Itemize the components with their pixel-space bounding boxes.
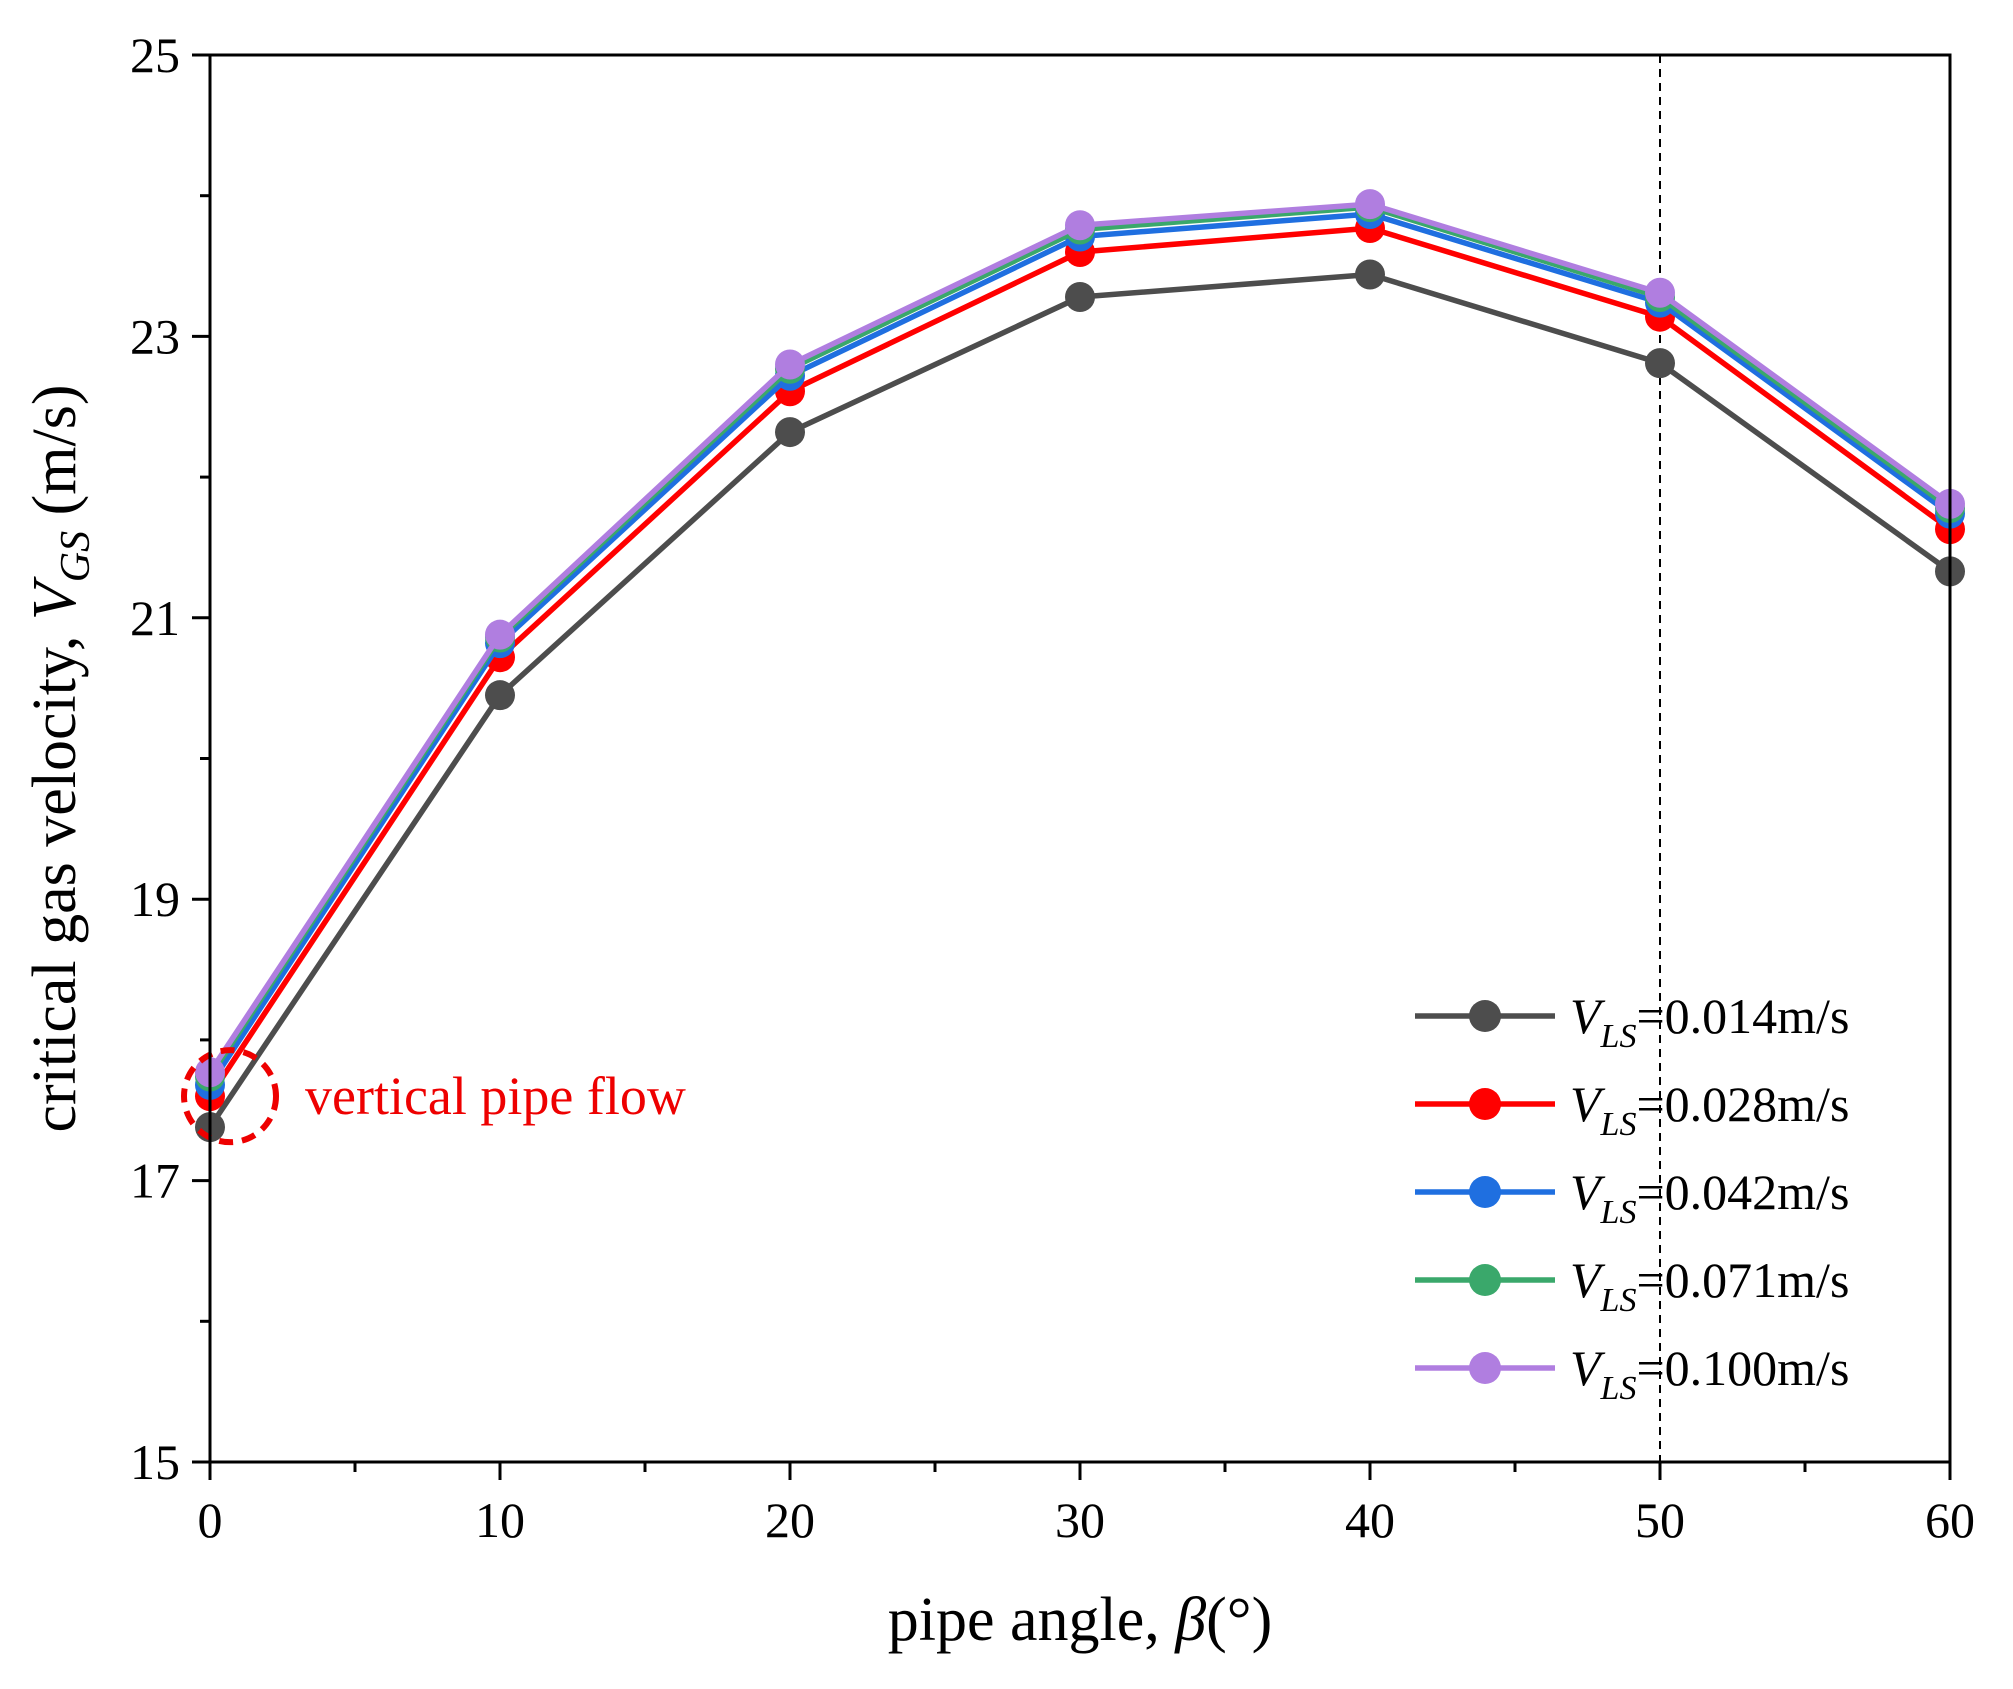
y-axis-label-subscript: GS <box>53 531 99 582</box>
legend-subscript-3: LS <box>1600 1194 1637 1231</box>
legend-item-1: VLS=0.014m/s <box>1415 988 1849 1055</box>
data-point-s1-x40 <box>1355 259 1385 290</box>
y-tick-label-19: 19 <box>130 871 180 927</box>
x-tick-label-0: 0 <box>198 1492 223 1548</box>
data-point-s1-x50 <box>1645 348 1675 379</box>
legend-marker-5 <box>1469 1352 1501 1384</box>
legend-symbol-5: V <box>1570 1340 1606 1396</box>
legend-symbol-4: V <box>1570 1252 1606 1308</box>
y-tick-label-21: 21 <box>130 590 180 646</box>
data-point-s5-x20 <box>775 349 805 380</box>
x-axis-label: pipe angle, β(°) <box>888 1586 1273 1654</box>
legend-value-3: =0.042m/s <box>1636 1164 1849 1220</box>
y-tick-label-25: 25 <box>130 27 180 83</box>
data-point-s1-x20 <box>775 417 805 448</box>
annotation-text: vertical pipe flow <box>305 1066 686 1126</box>
x-axis-label-main: pipe angle, <box>888 1586 1176 1654</box>
axis-label-layer: pipe angle, β(°) critical gas velocity, V… <box>21 384 1272 1654</box>
x-tick-label-40: 40 <box>1345 1492 1395 1548</box>
legend-value-1: =0.014m/s <box>1636 988 1849 1044</box>
legend-subscript-2: LS <box>1600 1106 1637 1143</box>
y-axis-label-unit: (m/s) <box>21 384 89 530</box>
legend-item-4: VLS=0.071m/s <box>1415 1252 1849 1319</box>
legend-item-5: VLS=0.100m/s <box>1415 1340 1849 1407</box>
legend-subscript-1: LS <box>1600 1018 1637 1055</box>
y-tick-label-17: 17 <box>130 1153 180 1209</box>
data-point-s1-x10 <box>485 680 515 711</box>
data-point-s5-x40 <box>1355 189 1385 220</box>
data-point-s5-x30 <box>1065 210 1095 241</box>
legend-label-4: VLS=0.071m/s <box>1570 1252 1849 1319</box>
data-point-s5-x50 <box>1645 277 1675 308</box>
legend-value-4: =0.071m/s <box>1636 1252 1849 1308</box>
legend-symbol-3: V <box>1570 1164 1606 1220</box>
tick-layer: 0 10 20 30 40 50 60 15 17 19 21 23 25 <box>130 27 1975 1548</box>
legend-symbol-2: V <box>1570 1076 1606 1132</box>
legend-label-1: VLS=0.014m/s <box>1570 988 1849 1055</box>
series-1 <box>195 259 1965 1143</box>
x-tick-label-30: 30 <box>1055 1492 1105 1548</box>
legend-label-2: VLS=0.028m/s <box>1570 1076 1849 1143</box>
y-axis-label-main: critical gas velocity, <box>21 620 89 1132</box>
series-layer <box>195 189 1965 1143</box>
legend-marker-3 <box>1469 1176 1501 1208</box>
data-point-s1-x30 <box>1065 282 1095 313</box>
annotation-circle <box>181 1047 279 1146</box>
series-5 <box>195 189 1965 1088</box>
x-axis-label-unit: (°) <box>1206 1586 1272 1654</box>
x-axis-label-symbol: β <box>1174 1586 1206 1654</box>
legend-marker-2 <box>1469 1088 1501 1120</box>
legend-label-5: VLS=0.100m/s <box>1570 1340 1849 1407</box>
x-tick-label-10: 10 <box>475 1492 525 1548</box>
legend-value-2: =0.028m/s <box>1636 1076 1849 1132</box>
legend-symbol-1: V <box>1570 988 1606 1044</box>
legend-marker-4 <box>1469 1264 1501 1296</box>
x-tick-label-60: 60 <box>1925 1492 1975 1548</box>
legend-marker-1 <box>1469 1000 1501 1032</box>
legend-label-3: VLS=0.042m/s <box>1570 1164 1849 1231</box>
y-tick-label-15: 15 <box>130 1434 180 1490</box>
annotation-layer: vertical pipe flow <box>181 1047 686 1146</box>
legend-subscript-5: LS <box>1600 1370 1637 1407</box>
legend-subscript-4: LS <box>1600 1282 1637 1319</box>
y-axis-label-symbol: V <box>21 576 89 620</box>
legend: VLS=0.014m/sVLS=0.028m/sVLS=0.042m/sVLS=… <box>1415 988 1849 1407</box>
y-tick-label-23: 23 <box>130 308 180 364</box>
x-tick-label-20: 20 <box>765 1492 815 1548</box>
data-point-s5-x10 <box>485 619 515 650</box>
legend-item-3: VLS=0.042m/s <box>1415 1164 1849 1231</box>
x-tick-label-50: 50 <box>1635 1492 1685 1548</box>
legend-value-5: =0.100m/s <box>1636 1340 1849 1396</box>
y-axis-label: critical gas velocity, VGS (m/s) <box>21 384 99 1132</box>
legend-item-2: VLS=0.028m/s <box>1415 1076 1849 1143</box>
